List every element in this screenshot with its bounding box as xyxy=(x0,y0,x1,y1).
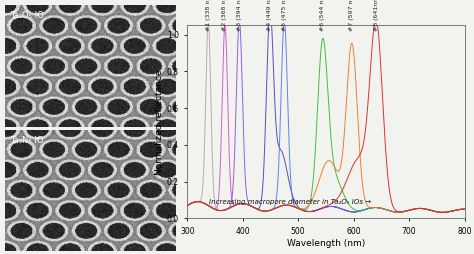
Text: Ta₃N₅ IO: Ta₃N₅ IO xyxy=(10,136,43,145)
Y-axis label: Normalized reflectance: Normalized reflectance xyxy=(155,69,164,175)
Text: Ta₂O₅ IO: Ta₂O₅ IO xyxy=(10,11,44,20)
Text: #5 (475 nm): #5 (475 nm) xyxy=(282,0,287,31)
Text: #2 (368 nm): #2 (368 nm) xyxy=(222,0,228,31)
X-axis label: Wavelength (nm): Wavelength (nm) xyxy=(287,239,365,248)
Text: Increasing macropore diameter in Ta₂O₅ IOs →: Increasing macropore diameter in Ta₂O₅ I… xyxy=(210,199,372,205)
Text: #4 (449 nm): #4 (449 nm) xyxy=(267,0,273,31)
Text: #3 (394 nm): #3 (394 nm) xyxy=(237,0,242,31)
Text: #1 (338 nm): #1 (338 nm) xyxy=(206,0,211,31)
Text: #7 (597 nm): #7 (597 nm) xyxy=(349,0,355,31)
Text: #6 (544 nm): #6 (544 nm) xyxy=(320,0,325,31)
Text: #8 (641nm): #8 (641nm) xyxy=(374,0,379,31)
